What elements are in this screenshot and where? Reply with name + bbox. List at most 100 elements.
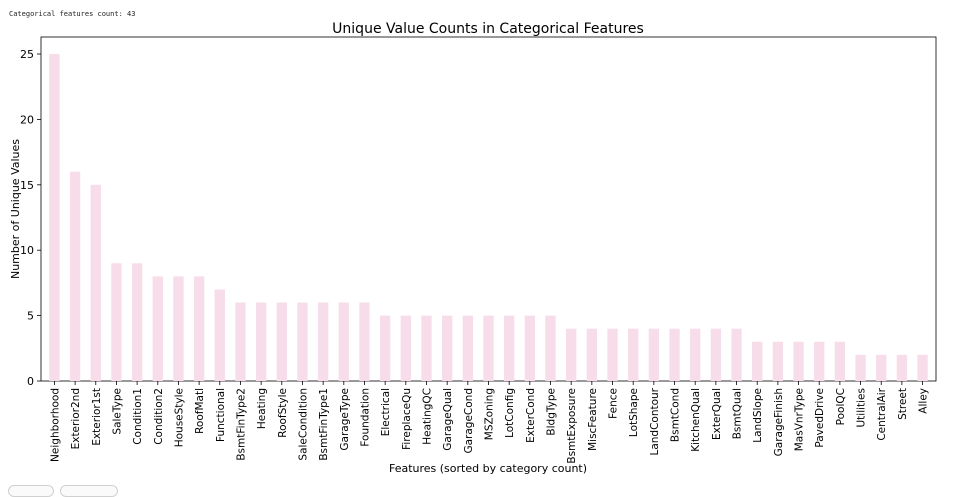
bars-group	[49, 54, 928, 381]
x-tick-label: SaleCondition	[297, 388, 309, 461]
bar-Street	[896, 354, 908, 381]
x-tick-label: Utilities	[856, 388, 868, 428]
x-tick-label: Fence	[608, 388, 620, 419]
bar-Fence	[607, 328, 618, 381]
cell-toolbar	[8, 485, 118, 497]
toolbar-button-code[interactable]	[8, 485, 54, 497]
x-tick-label: Condition1	[132, 388, 144, 445]
x-tick-label: Foundation	[359, 388, 371, 447]
x-tick-label: GarageType	[339, 388, 351, 451]
bar-Electrical	[379, 315, 391, 381]
bar-GarageType	[338, 302, 349, 381]
bar-BldgType	[545, 315, 556, 381]
bar-GarageCond	[462, 315, 473, 381]
bar-LandSlope	[752, 341, 763, 381]
x-tick-label: BsmtFinType2	[235, 388, 247, 461]
bar-Alley	[917, 354, 928, 381]
bar-Neighborhood	[49, 54, 60, 381]
x-tick-label: BldgType	[546, 388, 558, 436]
bar-RoofStyle	[276, 302, 287, 381]
x-tick-label: GarageFinish	[773, 388, 785, 456]
bar-Heating	[255, 302, 267, 381]
x-tick-label: PavedDrive	[814, 388, 826, 448]
x-tick-label: HouseStyle	[173, 388, 185, 447]
toolbar-button-markdown[interactable]	[60, 485, 118, 497]
x-tick-label: BsmtExposure	[566, 388, 578, 464]
x-tick-label: FireplaceQu	[401, 388, 413, 450]
bar-CentralAir	[876, 354, 887, 381]
x-axis: Neighborhood Exterior2nd Exterior1st SaleTy…	[49, 381, 930, 464]
bar-SaleType	[111, 263, 122, 381]
x-tick-label: RoofMatl	[194, 388, 206, 434]
bar-BsmtQual	[731, 328, 742, 381]
x-tick-label: RoofStyle	[277, 388, 289, 438]
y-axis-label: Number of Unique Values	[9, 139, 22, 279]
x-tick-label: Neighborhood	[49, 388, 61, 462]
bar-MasVnrType	[793, 341, 804, 381]
bar-Exterior2nd	[69, 171, 81, 381]
x-tick-label: BsmtQual	[732, 388, 744, 439]
x-tick-label: PoolQC	[835, 388, 847, 425]
bar-BsmtCond	[669, 328, 680, 381]
x-tick-label: GarageCond	[463, 388, 475, 454]
x-tick-label: Street	[897, 388, 909, 420]
x-tick-label: LotShape	[628, 388, 640, 437]
x-tick-label: Exterior1st	[91, 388, 103, 446]
x-tick-label: LandSlope	[752, 388, 764, 443]
x-tick-label: Heating	[256, 388, 268, 429]
bar-PoolQC	[834, 341, 846, 381]
x-tick-label: Condition2	[153, 388, 165, 445]
bar-BsmtExposure	[566, 328, 577, 381]
y-tick-label: 10	[20, 244, 34, 257]
bar-GarageQual	[441, 315, 453, 381]
bar-HeatingQC	[421, 315, 432, 381]
x-tick-label: Alley	[918, 388, 930, 414]
x-tick-label: GarageQual	[442, 388, 454, 451]
bar-HouseStyle	[173, 276, 184, 381]
bar-PavedDrive	[814, 341, 825, 381]
x-tick-label: MSZoning	[484, 388, 496, 440]
x-tick-label: CentralAir	[876, 387, 888, 440]
y-tick-label: 15	[20, 179, 34, 192]
bar-Utilities	[855, 354, 866, 381]
bar-BsmtFinType2	[235, 302, 246, 381]
bar-LandContour	[648, 328, 660, 381]
bar-ExterCond	[524, 315, 536, 381]
x-tick-label: SaleType	[111, 388, 123, 435]
bar-GarageFinish	[772, 341, 784, 381]
x-tick-label: LotConfig	[504, 388, 516, 438]
bar-ExterQual	[710, 328, 722, 381]
bar-KitchenQual	[690, 328, 701, 381]
x-tick-label: LandContour	[649, 387, 661, 455]
x-tick-label: ExterQual	[711, 388, 723, 440]
x-tick-label: MiscFeature	[587, 388, 599, 451]
bar-BsmtFinType1	[317, 302, 329, 381]
bar-LotConfig	[504, 315, 515, 381]
bar-RoofMatl	[193, 276, 205, 381]
x-tick-label: ExterCond	[525, 388, 537, 443]
bar-Condition2	[152, 276, 163, 381]
bar-SaleCondition	[297, 302, 308, 381]
y-tick-label: 20	[20, 113, 34, 126]
x-tick-label: HeatingQC	[421, 388, 433, 445]
x-tick-label: Exterior2nd	[70, 388, 82, 449]
y-axis: 0 5 10 15 20 25	[20, 48, 41, 388]
bar-MiscFeature	[586, 328, 598, 381]
chart-title: Unique Value Counts in Categorical Featu…	[332, 21, 644, 37]
x-tick-label: Electrical	[380, 388, 392, 436]
bar-Exterior1st	[90, 184, 101, 381]
bar-Condition1	[131, 263, 143, 381]
x-axis-label: Features (sorted by category count)	[389, 462, 587, 475]
bar-Foundation	[359, 302, 370, 381]
x-tick-label: BsmtFinType1	[318, 388, 330, 461]
console-output-line: Categorical features count: 43	[9, 10, 136, 18]
y-tick-label: 25	[20, 48, 34, 61]
bar-MSZoning	[483, 315, 494, 381]
bar-LotShape	[628, 328, 639, 381]
bar-FireplaceQu	[400, 315, 411, 381]
y-tick-label: 0	[27, 375, 34, 388]
x-tick-label: MasVnrType	[794, 388, 806, 451]
x-tick-label: BsmtCond	[670, 388, 682, 442]
y-tick-label: 5	[27, 310, 34, 323]
x-tick-label: Functional	[215, 388, 227, 442]
